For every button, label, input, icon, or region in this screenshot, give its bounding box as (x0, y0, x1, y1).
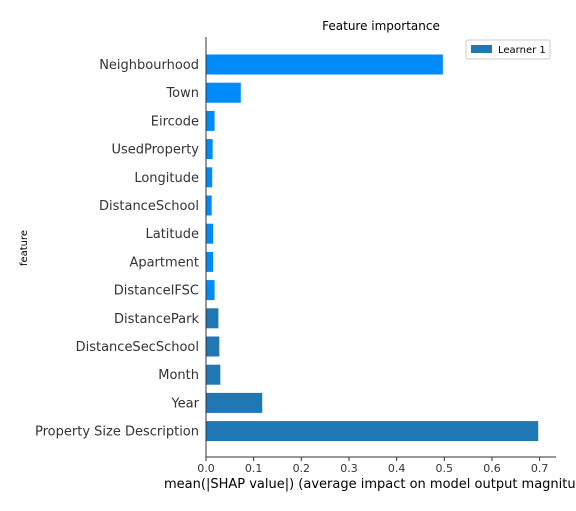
x-tick-label: 0.0 (197, 462, 215, 475)
bar-eircode (206, 110, 215, 131)
y-tick-label: Eircode (151, 114, 199, 129)
y-tick-label: Longitude (134, 171, 199, 186)
y-tick-label: DistanceSecSchool (76, 340, 199, 355)
y-tick-label: Month (158, 368, 199, 383)
y-tick-label: Year (170, 396, 199, 411)
x-tick-label: 0.5 (436, 462, 454, 475)
bar-latitude (206, 223, 214, 244)
y-tick-label: UsedProperty (111, 143, 199, 158)
bar-usedproperty (206, 139, 213, 160)
bar-distancesecschool (206, 336, 220, 357)
bar-month (206, 364, 221, 385)
bar-distanceifsc (206, 280, 215, 301)
bar-longitude (206, 167, 213, 188)
y-tick-labels: Neighbourhood Town Eircode UsedProperty Long… (35, 58, 200, 440)
x-tick-label: 0.3 (340, 462, 358, 475)
y-axis-label: feature (19, 230, 30, 266)
y-tick-label: Property Size Description (35, 425, 199, 440)
bar-year (206, 392, 263, 413)
bar-distanceschool (206, 195, 212, 216)
x-tick-label: 0.4 (388, 462, 406, 475)
legend: Learner 1 (465, 39, 551, 60)
x-tick-label: 0.6 (483, 462, 501, 475)
legend-frame (465, 39, 551, 60)
y-tick-label: DistanceIFSC (114, 284, 199, 299)
x-tick-labels: 0.0 0.1 0.2 0.3 0.4 0.5 0.6 0.7 (197, 457, 548, 475)
x-tick-label: 0.2 (293, 462, 311, 475)
y-tick-label: Neighbourhood (99, 58, 199, 73)
y-tick-label: Apartment (129, 255, 199, 270)
bar-town (206, 82, 241, 103)
legend-swatch (471, 45, 492, 53)
bar-property-size-description (206, 421, 539, 442)
y-tick-label: DistancePark (114, 312, 199, 327)
legend-label: Learner 1 (498, 45, 546, 56)
y-tick-label: Latitude (145, 227, 199, 242)
chart-title: Feature importance (322, 19, 440, 33)
bars-layer (206, 54, 539, 442)
x-tick-label: 0.1 (245, 462, 263, 475)
bar-apartment (206, 251, 214, 272)
bar-neighbourhood (206, 54, 443, 75)
bar-distancepark (206, 308, 219, 329)
x-axis-label: mean(|SHAP value|) (average impact on mo… (164, 477, 576, 492)
y-tick-label: DistanceSchool (99, 199, 199, 214)
x-tick-label: 0.7 (531, 462, 549, 475)
y-tick-label: Town (165, 86, 199, 101)
